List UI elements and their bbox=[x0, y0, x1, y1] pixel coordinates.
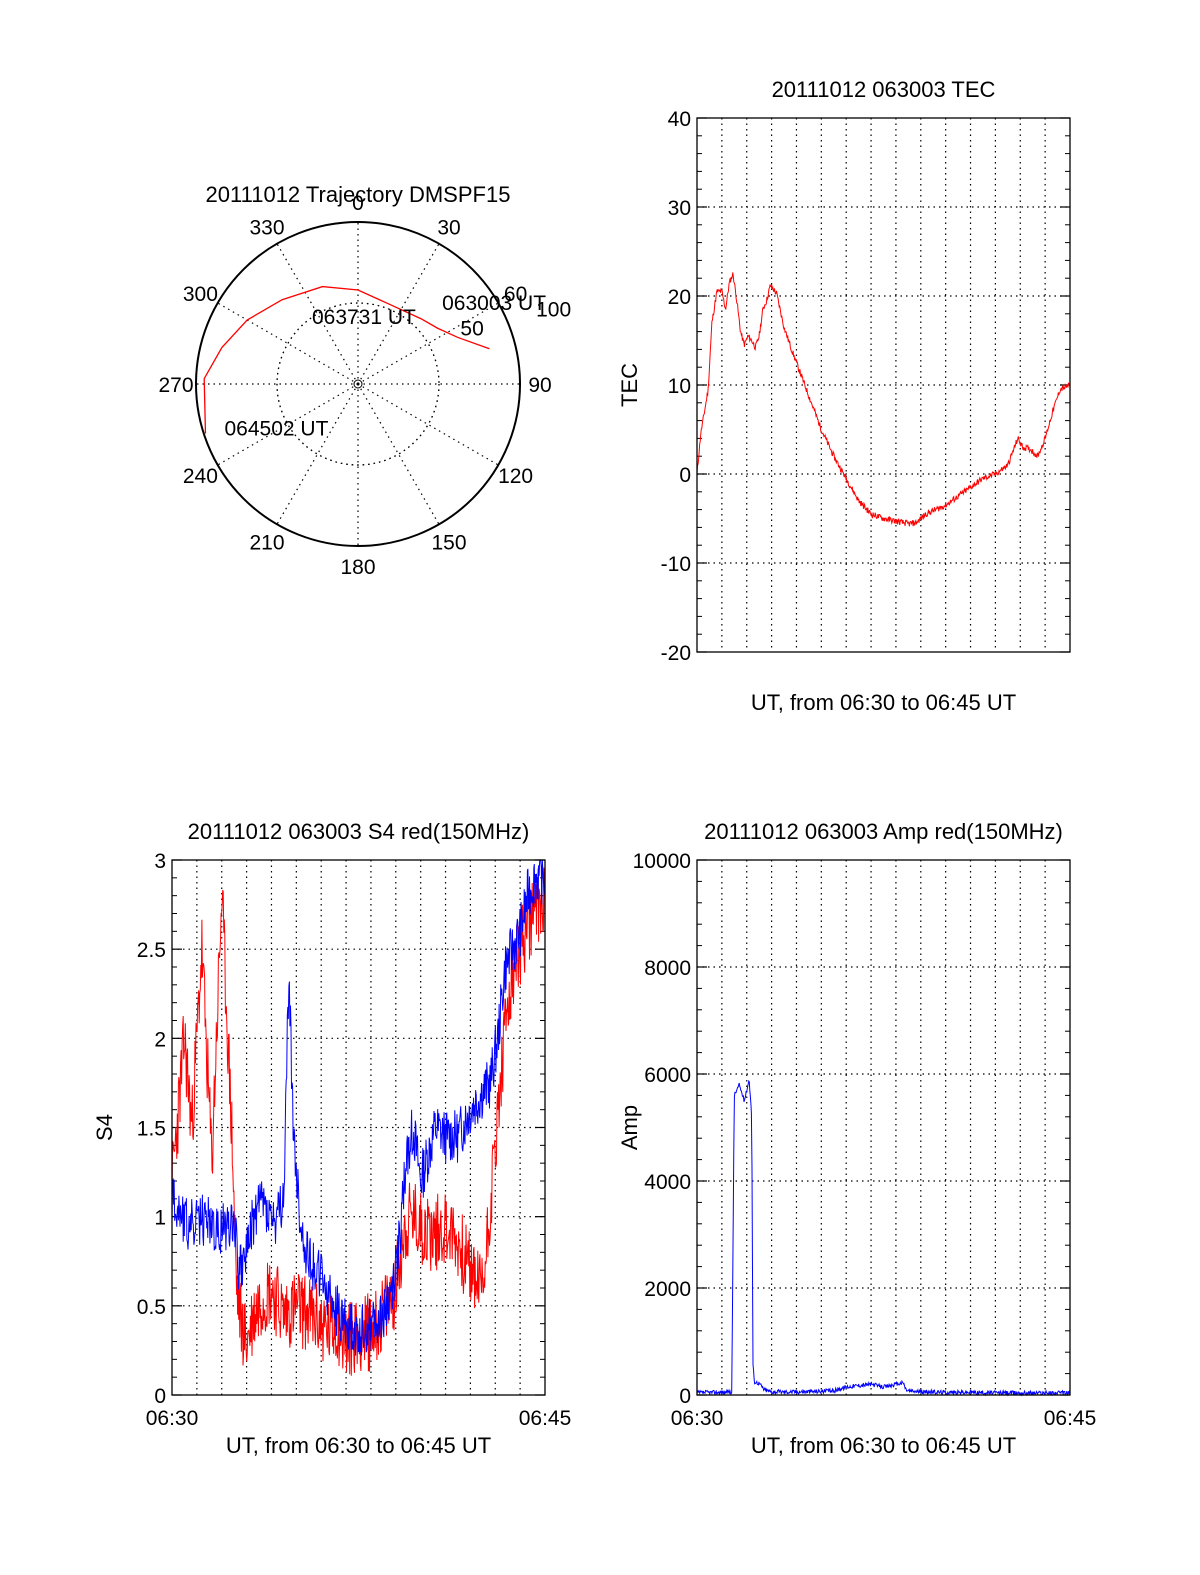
polar-elevation-ring bbox=[195, 221, 521, 547]
y-tick-label: 8000 bbox=[644, 957, 691, 980]
x-tick-label: 06:45 bbox=[519, 1407, 572, 1430]
y-tick-label: 0 bbox=[679, 1385, 691, 1408]
y-tick-label: 2 bbox=[154, 1028, 166, 1051]
y-tick-label: 0 bbox=[679, 464, 691, 487]
series-line-2 bbox=[171, 859, 546, 1356]
polar-spoke bbox=[357, 383, 499, 466]
y-tick-label: 10 bbox=[668, 375, 691, 398]
panel-title: 20111012 063003 TEC bbox=[772, 77, 996, 102]
y-tick-label: 2000 bbox=[644, 1278, 691, 1301]
plot-frame bbox=[171, 859, 546, 1396]
polar-azimuth-label: 180 bbox=[340, 556, 375, 579]
y-axis-label: S4 bbox=[92, 1114, 117, 1141]
polar-time-annotation: 064502 UT bbox=[225, 417, 329, 440]
y-tick-label: 20 bbox=[668, 286, 691, 309]
polar-azimuth-label: 210 bbox=[249, 532, 284, 555]
tec-chart: 20111012 063003 TEC -20 -10 0 10 20 30 40 UT, fr… bbox=[617, 77, 1071, 715]
y-tick-label: 4000 bbox=[644, 1171, 691, 1194]
polar-spoke bbox=[276, 383, 359, 525]
y-tick-label: 1 bbox=[154, 1207, 166, 1230]
polar-time-annotation: 063731 UT bbox=[312, 306, 416, 329]
x-axis-label: UT, from 06:30 to 06:45 UT bbox=[751, 690, 1016, 715]
polar-azimuth-label: 270 bbox=[158, 374, 193, 397]
series-line-1 bbox=[171, 867, 546, 1376]
polar-azimuth-label: 300 bbox=[183, 283, 218, 306]
y-tick-label: 3 bbox=[154, 850, 166, 873]
plot-frame bbox=[696, 859, 1071, 1396]
y-tick-label: 0 bbox=[154, 1385, 166, 1408]
panel-title: 20111012 063003 Amp red(150MHz) bbox=[704, 819, 1063, 844]
x-axis-label: UT, from 06:30 to 06:45 UT bbox=[226, 1433, 491, 1458]
polar-time-annotation: 063003 UT bbox=[442, 292, 546, 315]
polar-spoke bbox=[357, 383, 440, 525]
y-tick-label: -20 bbox=[661, 642, 691, 665]
polar-azimuth-label: 240 bbox=[183, 465, 218, 488]
polar-title: 20111012 Trajectory DMSPF15 bbox=[206, 182, 511, 207]
x-tick-label: 06:30 bbox=[671, 1407, 724, 1430]
y-tick-label: 30 bbox=[668, 197, 691, 220]
polar-center-mark bbox=[353, 379, 363, 389]
series-line-1 bbox=[696, 1079, 1071, 1397]
y-tick-label: 40 bbox=[668, 108, 691, 131]
plot-frame bbox=[696, 117, 1071, 653]
panel-title: 20111012 063003 S4 red(150MHz) bbox=[188, 819, 530, 844]
polar-azimuth-label: 330 bbox=[249, 216, 284, 239]
y-axis-label: TEC bbox=[617, 363, 642, 407]
x-tick-label: 06:30 bbox=[146, 1407, 199, 1430]
y-tick-label: 0.5 bbox=[137, 1296, 166, 1319]
polar-elevation-label: 50 bbox=[460, 318, 483, 341]
polar-azimuth-label: 120 bbox=[498, 465, 533, 488]
polar-inner-ring bbox=[276, 302, 440, 466]
polar-trajectory-line bbox=[203, 285, 490, 434]
y-tick-label: -10 bbox=[661, 553, 691, 576]
amp-chart: 20111012 063003 Amp red(150MHz) 0 2000 4000… bbox=[617, 819, 1096, 1458]
polar-azimuth-label: 90 bbox=[528, 374, 551, 397]
polar-azimuth-label: 60 bbox=[504, 283, 527, 306]
series-line-1 bbox=[696, 272, 1071, 527]
y-tick-label: 10000 bbox=[633, 850, 691, 873]
polar-azimuth-label: 0 bbox=[352, 192, 364, 215]
polar-azimuth-label: 150 bbox=[431, 532, 466, 555]
y-axis-label: Amp bbox=[617, 1105, 642, 1150]
x-axis-label: UT, from 06:30 to 06:45 UT bbox=[751, 1433, 1016, 1458]
s4-chart: 20111012 063003 S4 red(150MHz) 0 0.5 1 1.5 2 2… bbox=[92, 819, 571, 1458]
y-tick-label: 6000 bbox=[644, 1064, 691, 1087]
x-tick-label: 06:45 bbox=[1044, 1407, 1097, 1430]
polar-elevation-label: 100 bbox=[536, 298, 571, 321]
polar-azimuth-label: 30 bbox=[437, 216, 460, 239]
y-tick-label: 2.5 bbox=[137, 939, 166, 962]
y-tick-label: 1.5 bbox=[137, 1118, 166, 1141]
